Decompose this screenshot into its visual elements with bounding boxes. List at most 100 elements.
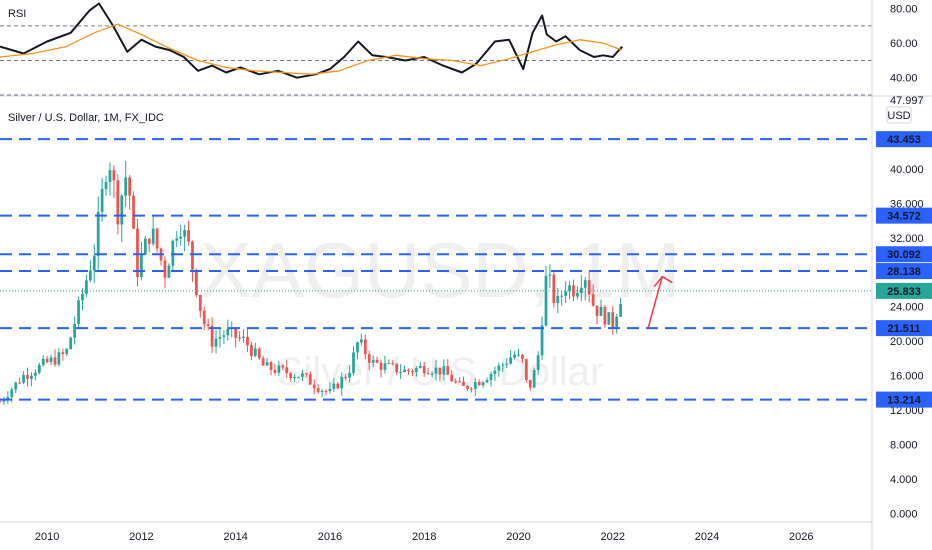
candle (151, 215, 155, 247)
candle-body (501, 364, 505, 366)
candle-body (45, 358, 49, 363)
candle (473, 378, 477, 396)
candle-body (375, 359, 379, 363)
candle (305, 372, 308, 378)
candle-body (564, 291, 567, 296)
candle (206, 318, 210, 331)
candle-body (285, 367, 289, 374)
candle-body (548, 274, 552, 276)
price-tick-label: 12.000 (890, 405, 924, 417)
candle (466, 385, 469, 392)
price-tick-label: 32.000 (890, 233, 924, 245)
candle-body (238, 337, 241, 339)
currency-box[interactable] (886, 106, 912, 124)
candle-body (544, 275, 548, 326)
candle-body (14, 382, 18, 390)
candle-body (454, 381, 458, 383)
candle (576, 286, 579, 300)
price-tick-label-partial: 47.997 (890, 95, 924, 107)
candle (45, 355, 49, 364)
level-price-tag (876, 207, 932, 224)
time-tick-label: 2014 (223, 531, 247, 543)
time-tick-label: 2020 (506, 531, 530, 543)
candle-body (379, 362, 383, 370)
candle (485, 377, 489, 384)
candle-body (477, 382, 481, 386)
candle (352, 346, 355, 376)
candle-body (257, 348, 261, 359)
candle (234, 326, 238, 348)
candle-body (540, 325, 544, 356)
rsi-tick-label: 80.00 (890, 4, 918, 16)
candle (552, 271, 556, 308)
candle-body (281, 365, 285, 368)
candle (497, 362, 501, 377)
candle (246, 328, 249, 352)
candle-body (210, 325, 214, 347)
candle-body (214, 338, 218, 347)
candle-body (442, 366, 446, 375)
price-tick-label: 24.000 (890, 302, 924, 314)
candle (528, 379, 532, 391)
candle (81, 288, 84, 311)
candle-body (316, 388, 320, 392)
candle (560, 291, 564, 306)
candle (175, 230, 179, 248)
candle (324, 389, 328, 396)
candle (469, 386, 473, 393)
rsi-tick-label: 60.00 (890, 38, 918, 50)
candle-body (73, 323, 77, 338)
projection-arrow[interactable] (647, 276, 663, 329)
candle-body (599, 306, 603, 316)
candle-body (497, 365, 501, 371)
candle-body (591, 294, 595, 306)
candle (619, 298, 622, 318)
candle-body (536, 355, 540, 371)
candle-body (49, 357, 53, 363)
candle (387, 359, 391, 365)
candle (340, 372, 344, 396)
candle-body (595, 305, 599, 316)
candle (438, 367, 442, 382)
time-tick-label: 2026 (789, 531, 813, 543)
candle (18, 377, 22, 385)
candle (371, 355, 375, 368)
candle-body (116, 180, 120, 225)
candle (136, 218, 139, 287)
candle (532, 367, 536, 388)
candle-body (69, 337, 73, 350)
candle-body (481, 382, 485, 386)
candle-body (289, 373, 293, 378)
price-tick-label: 8.000 (890, 439, 918, 451)
rsi-ma-line (0, 23, 623, 75)
candle (587, 271, 591, 303)
candle (285, 360, 289, 378)
candle-body (253, 348, 257, 356)
candle-body (411, 371, 414, 373)
candle (242, 329, 245, 343)
level-price-tag (876, 391, 932, 408)
candle-body (191, 241, 194, 270)
candle (14, 381, 18, 394)
candle-body (179, 236, 183, 239)
candle-body (438, 367, 442, 375)
candle (289, 371, 293, 382)
candle-body (41, 358, 45, 365)
candle (367, 350, 371, 370)
candle-body (462, 381, 465, 386)
currency-label[interactable]: USD (887, 110, 910, 122)
candle (395, 363, 399, 376)
rsi-tick-label: 40.00 (890, 73, 918, 85)
candle-body (391, 363, 395, 365)
candle-body (556, 295, 560, 303)
candle (513, 351, 516, 360)
candle (308, 371, 312, 385)
candle (293, 373, 296, 382)
candle-body (195, 269, 198, 296)
current-price-label: 25.833 (887, 286, 921, 298)
candle-body (493, 370, 497, 374)
candle (446, 359, 450, 375)
candle (544, 265, 548, 327)
candle (112, 165, 116, 198)
candle-body (359, 339, 363, 343)
